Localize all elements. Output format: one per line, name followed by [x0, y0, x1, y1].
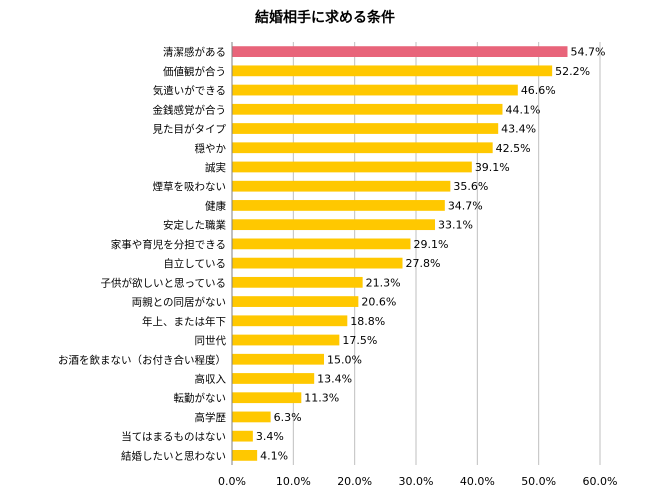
bar	[232, 334, 340, 346]
category-label: 自立している	[163, 257, 226, 270]
bar	[232, 353, 324, 365]
value-label: 52.2%	[555, 65, 590, 78]
category-label: 転勤がない	[174, 392, 227, 405]
category-label: 煙草を吸わない	[153, 181, 227, 193]
x-tick-label: 30.0%	[399, 475, 434, 488]
value-label: 4.1%	[260, 449, 288, 462]
value-label: 27.8%	[406, 257, 441, 270]
bar	[232, 315, 348, 327]
value-label: 11.3%	[304, 392, 339, 405]
category-label: 家事や育児を分担できる	[111, 238, 226, 251]
value-label: 35.6%	[453, 180, 488, 193]
value-label: 3.4%	[256, 430, 284, 443]
category-label: 見た目がタイプ	[153, 123, 227, 136]
category-label: 価値観が合う	[163, 65, 226, 78]
value-label: 21.3%	[366, 276, 401, 289]
bar	[232, 411, 271, 423]
category-label: 同世代	[195, 335, 227, 347]
category-label: 子供が欲しいと思っている	[101, 276, 226, 289]
x-tick-label: 50.0%	[521, 475, 556, 488]
value-label: 43.4%	[501, 123, 536, 136]
bar	[232, 276, 363, 288]
value-label: 6.3%	[274, 411, 302, 424]
x-tick-label: 0.0%	[218, 475, 246, 488]
category-label: 誠実	[205, 161, 226, 174]
bar	[232, 392, 302, 404]
x-tick-label: 40.0%	[460, 475, 495, 488]
category-label: 結婚したいと思わない	[121, 449, 226, 462]
category-label: 高収入	[195, 372, 227, 385]
value-label: 20.6%	[361, 296, 396, 309]
value-label: 29.1%	[413, 238, 448, 251]
bar	[232, 219, 436, 231]
chart-title: 結婚相手に求める条件	[255, 9, 395, 26]
category-label: 金銭感覚が合う	[153, 103, 227, 116]
bar	[232, 180, 451, 192]
bar	[232, 238, 411, 250]
category-label: 両親との同居がない	[132, 296, 226, 309]
value-label: 18.8%	[350, 315, 385, 328]
value-label: 44.1%	[505, 103, 540, 116]
bar	[232, 123, 499, 134]
bar	[232, 200, 445, 211]
bar	[232, 46, 568, 57]
value-label: 54.7%	[570, 46, 605, 59]
bar	[232, 142, 493, 154]
bar	[232, 430, 253, 442]
category-label: 穏やか	[195, 143, 227, 155]
value-label: 13.4%	[317, 372, 352, 385]
category-label: 高学歴	[195, 411, 227, 424]
value-label: 17.5%	[342, 334, 377, 347]
x-tick-labels: 0.0% 10.0% 20.0% 30.0% 40.0% 50.0% 60.0%	[218, 475, 617, 488]
category-label: お酒を飲まない（お付き合い程度）	[58, 353, 226, 366]
x-tick-label: 60.0%	[583, 475, 618, 488]
bar	[232, 103, 503, 115]
bars	[232, 46, 568, 461]
bar	[232, 450, 258, 461]
value-label: 42.5%	[496, 142, 531, 155]
bar	[232, 84, 518, 96]
category-labels: 清潔感がある価値観が合う気遣いができる金銭感覚が合う見た目がタイプ穏やか誠実煙草…	[58, 46, 226, 463]
category-label: 当てはまるものはない	[121, 430, 226, 443]
bar	[232, 373, 315, 384]
bar	[232, 161, 472, 173]
value-labels: 54.7% 52.2% 46.6% 44.1% 43.4% 42.5% 39.1% 35.6%…	[256, 46, 606, 463]
x-tick-label: 10.0%	[276, 475, 311, 488]
bar	[232, 296, 359, 307]
bar	[232, 65, 553, 77]
value-label: 46.6%	[521, 84, 556, 97]
category-label: 清潔感がある	[163, 46, 226, 59]
value-label: 39.1%	[475, 161, 510, 174]
category-label: 気遣いができる	[153, 84, 226, 97]
value-label: 15.0%	[327, 353, 362, 366]
value-label: 33.1%	[438, 219, 473, 232]
value-label: 34.7%	[448, 199, 483, 212]
bar	[232, 257, 403, 269]
category-label: 年上、または年下	[142, 315, 226, 328]
category-label: 安定した職業	[163, 219, 226, 232]
category-label: 健康	[205, 199, 226, 212]
x-tick-label: 20.0%	[337, 475, 372, 488]
